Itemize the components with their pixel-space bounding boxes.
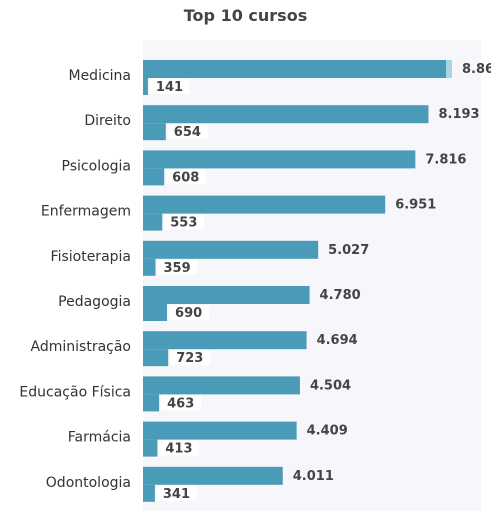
secondary-label-bg [166,169,207,185]
bar-secondary [143,439,158,457]
value-label-main: 8.193 [438,107,479,122]
secondary-label-bg [156,485,197,501]
value-label-main: 4.504 [310,378,351,393]
value-label-main: 4.409 [307,424,348,439]
bar-main [143,105,429,124]
category-label: Administração [31,339,131,355]
secondary-label-bg [167,124,208,140]
value-label-secondary: 608 [172,170,199,185]
bar-main [143,421,297,440]
bar-secondary [143,213,163,231]
bar-secondary [143,349,169,367]
value-label-main: 4.011 [293,469,334,484]
value-label-main: 6.951 [395,198,436,213]
bar-main [143,331,307,350]
category-label: Direito [84,113,131,129]
bar-main-highlight [446,60,453,78]
secondary-label-bg [157,259,198,275]
secondary-label-bg [161,395,202,411]
bar-secondary [143,394,160,412]
category-label: Fisioterapia [51,249,131,265]
value-label-main: 8.868 [462,62,491,77]
value-label-main: 4.780 [320,288,361,303]
value-label-main: 4.694 [317,333,358,348]
bar-secondary [143,258,156,276]
chart-title: Top 10 cursos [183,6,308,25]
value-label-secondary: 359 [164,261,191,276]
bar-main [143,150,416,169]
value-label-secondary: 723 [176,351,203,366]
category-label: Farmácia [68,430,131,446]
value-label-secondary: 654 [174,125,201,140]
value-label-secondary: 553 [170,216,197,231]
bar-main [143,286,310,304]
value-label-secondary: 413 [165,442,192,457]
value-label-secondary: 141 [156,80,183,95]
bar-secondary [143,484,155,502]
value-label-secondary: 463 [167,396,194,411]
bar-secondary [143,123,166,141]
category-label: Odontologia [46,475,131,491]
bar-main [143,60,453,78]
category-label: Enfermagem [41,204,131,220]
category-label: Educação Física [19,384,131,400]
bar-main [143,466,283,485]
category-label: Psicologia [62,158,131,174]
value-label-secondary: 341 [163,487,190,502]
secondary-label-bg [159,440,200,456]
bar-main [143,376,300,395]
value-label-main: 5.027 [328,243,369,258]
value-label-secondary: 690 [175,306,202,321]
category-label: Pedagogia [58,294,131,310]
bar-main [143,195,386,214]
bar-main [143,240,319,259]
category-label: Medicina [68,68,131,84]
bar-secondary [143,168,165,186]
secondary-label-bg [170,350,211,366]
bar-secondary [143,78,148,95]
value-label-main: 7.816 [425,152,466,167]
secondary-label-bg [149,79,190,94]
secondary-label-bg [164,214,205,230]
secondary-label-bg [169,305,210,320]
bar-secondary [143,304,168,321]
